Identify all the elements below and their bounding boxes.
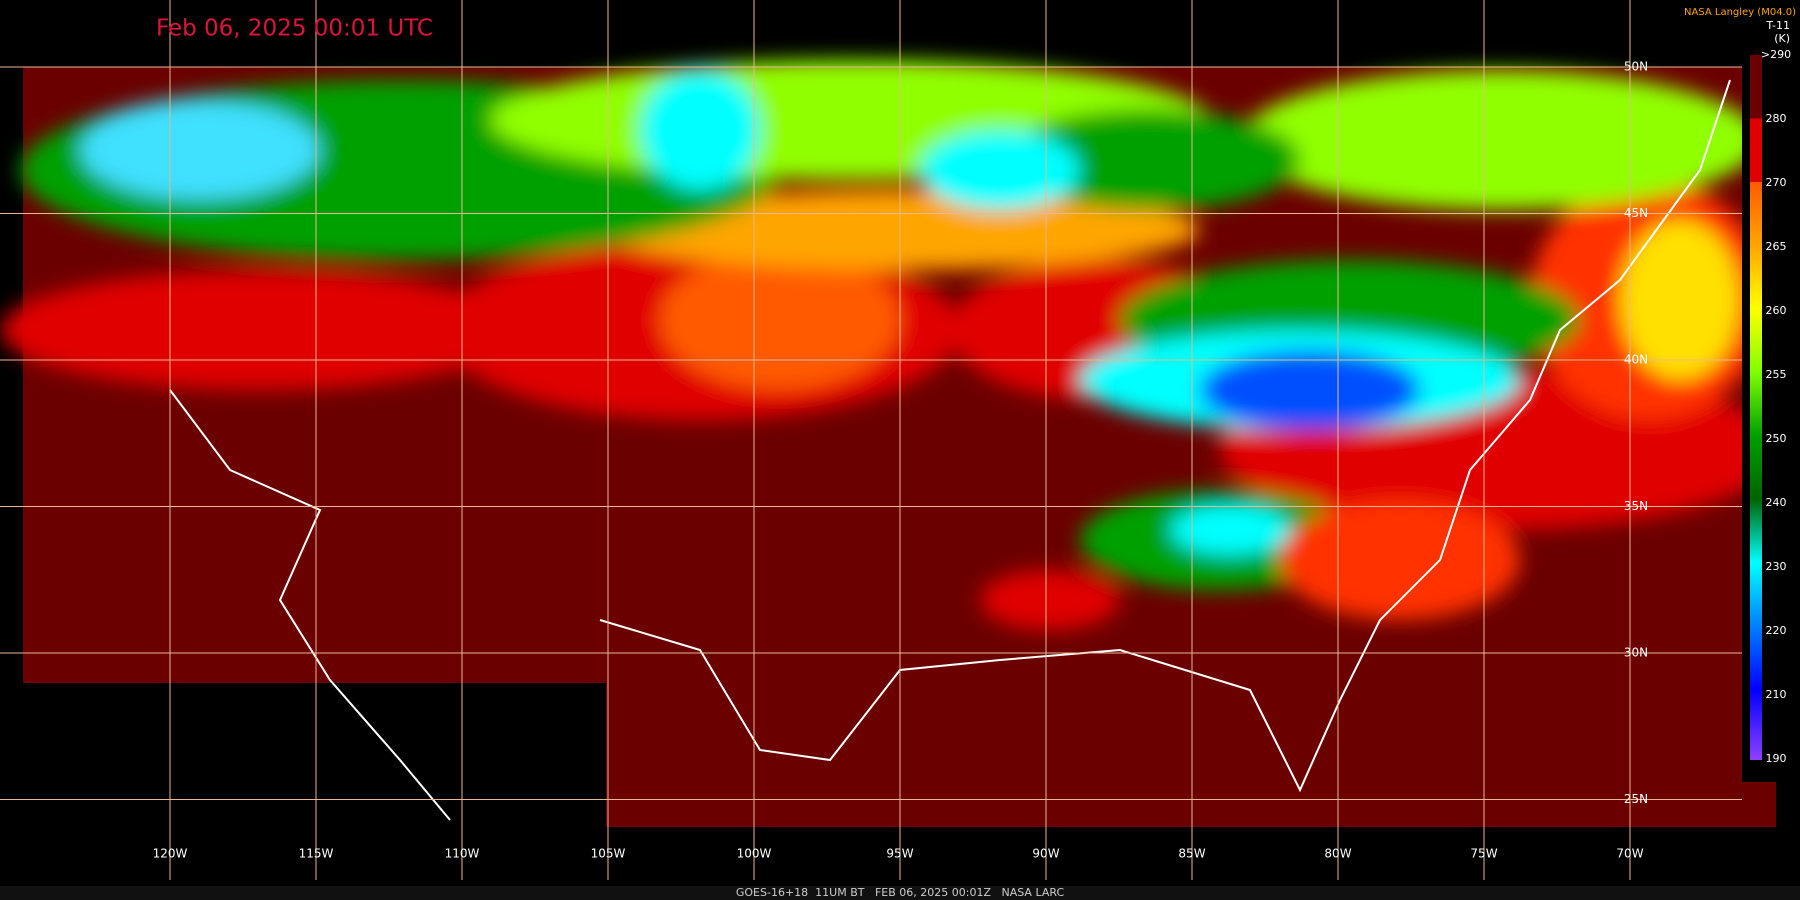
latitude-label: 30N [1624, 646, 1648, 660]
graticule: 120W 115W 110W 105W 100W 95W 90W 85W 80W 75W 70W 50… [0, 0, 1742, 880]
longitude-label: 75W [1470, 847, 1497, 861]
footer: GOES-16+18 11UM BT FEB 06, 2025 00:01Z N… [736, 886, 1065, 899]
footer-bar [0, 886, 1800, 900]
longitude-label: 85W [1178, 847, 1205, 861]
colorbar-label: 240 [1766, 496, 1787, 509]
latitude-label: 50N [1624, 60, 1648, 74]
longitude-label: 80W [1324, 847, 1351, 861]
colorbar-label: 270 [1766, 176, 1787, 189]
colorbar [1750, 55, 1762, 760]
longitude-label: 70W [1616, 847, 1643, 861]
timestamp: Feb 06, 2025 00:01 UTC [156, 16, 433, 42]
legend-unit: (K) [1774, 32, 1790, 45]
colorbar-label: 265 [1766, 240, 1787, 253]
longitude-label: 120W [153, 847, 188, 861]
colorbar-label: 260 [1766, 304, 1787, 317]
latitude-label: 25N [1624, 792, 1648, 806]
longitude-label: 95W [886, 847, 913, 861]
colorbar-label: 250 [1766, 432, 1787, 445]
longitude-label: 100W [737, 847, 772, 861]
latitude-label: 45N [1624, 206, 1648, 220]
colorbar-label: 220 [1766, 624, 1787, 637]
colorbar-label: 190 [1766, 752, 1787, 765]
colorbar-label: >290 [1761, 48, 1791, 61]
legend-title: T-11 [1765, 19, 1790, 32]
longitude-label: 105W [591, 847, 626, 861]
imagery [0, 60, 1780, 883]
colorbar-label: 230 [1766, 560, 1787, 573]
longitude-label: 110W [445, 847, 480, 861]
longitude-label: 90W [1032, 847, 1059, 861]
credit: NASA Langley (M04.0) [1684, 7, 1796, 18]
latitude-label: 35N [1624, 499, 1648, 513]
latitude-label: 40N [1624, 353, 1648, 367]
longitude-label: 115W [299, 847, 334, 861]
colorbar-label: 210 [1766, 688, 1787, 701]
colorbar-label: 280 [1766, 112, 1787, 125]
colorbar-label: 255 [1766, 368, 1787, 381]
